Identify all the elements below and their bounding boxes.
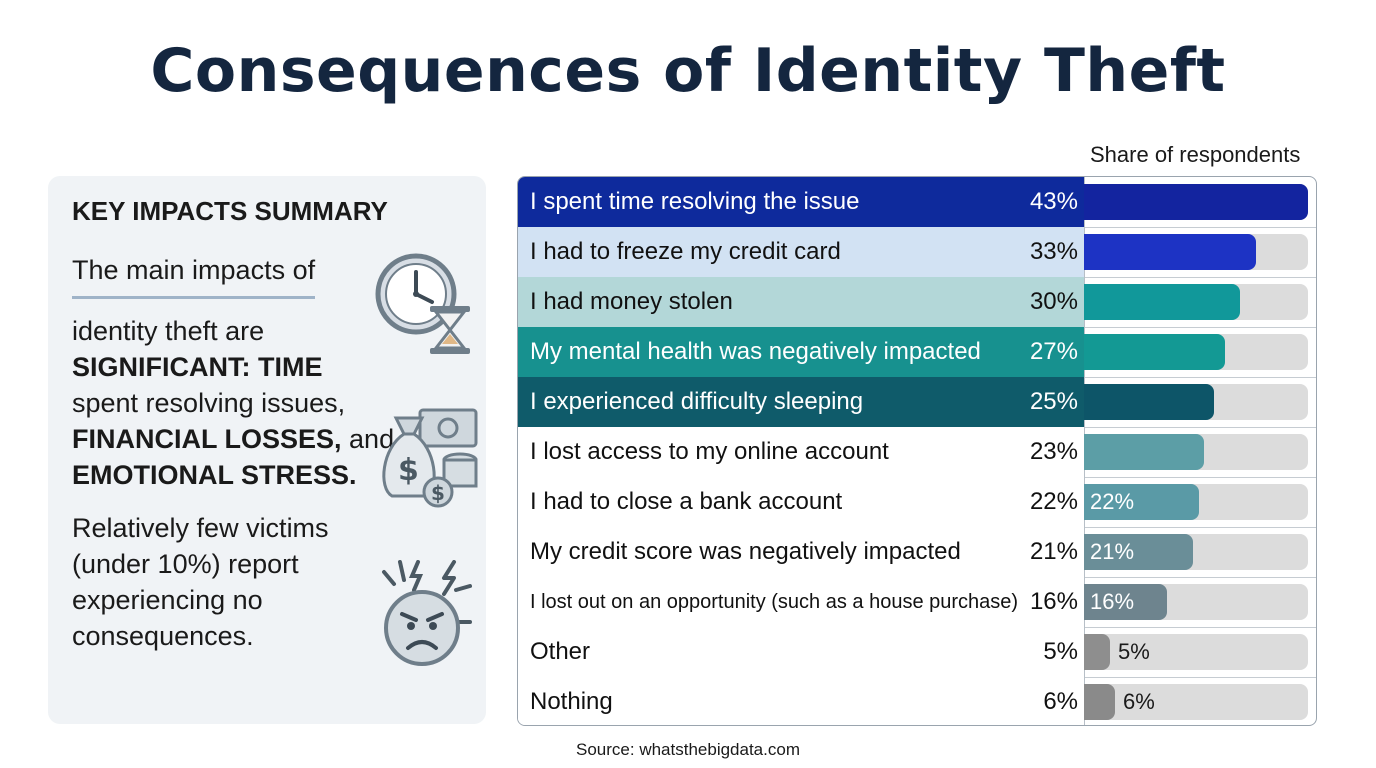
bar-track (1084, 384, 1308, 420)
bar-track: 6% (1084, 684, 1308, 720)
chart-row: I had to freeze my credit card 33% (518, 227, 1316, 278)
category-label: Other (530, 638, 591, 665)
value-label: 30% (1029, 288, 1078, 315)
bar-track: 21% (1084, 534, 1308, 570)
bar (1084, 484, 1199, 520)
value-label: 21% (1029, 538, 1078, 565)
chart-row: Other 5% 5% (518, 627, 1316, 678)
chart-row: I experienced difficulty sleeping 25% (518, 377, 1316, 428)
bar (1084, 384, 1214, 420)
row-label-cell (518, 277, 1084, 327)
chart-row: My credit score was negatively impacted 2… (518, 527, 1316, 578)
row-label-cell (518, 677, 1084, 725)
category-label: Nothing (530, 688, 613, 715)
bar-track: 5% (1084, 634, 1308, 670)
value-label: 43% (1029, 188, 1078, 215)
value-label: 16% (1029, 588, 1078, 615)
value-label: 22% (1029, 488, 1078, 515)
category-label: I had money stolen (530, 288, 733, 315)
value-label: 6% (1043, 688, 1078, 715)
row-label-cell (518, 427, 1084, 477)
money-bag-icon: $ $ (382, 408, 478, 508)
panel-intro-line: The main impacts of (72, 252, 316, 299)
source-note: Source: whatsthebigdata.com (576, 740, 800, 759)
svg-text:$: $ (431, 481, 445, 505)
row-label-cell (518, 227, 1084, 277)
bar-value-label: 22% (1090, 489, 1135, 514)
bar-chart: I spent time resolving the issue 43% I had… (517, 176, 1317, 726)
bar (1084, 234, 1256, 270)
stressed-face-icon (382, 560, 472, 666)
bar-track: 22% (1084, 484, 1308, 520)
panel-line-2: identity theft are (72, 316, 265, 346)
category-label: I experienced difficulty sleeping (530, 388, 864, 415)
panel-summary-text: The main impacts of identity theft are S… (72, 252, 412, 493)
value-label: 25% (1029, 388, 1078, 415)
bar-value-label: 5% (1118, 639, 1150, 664)
category-label: My mental health was negatively impacted (530, 338, 981, 365)
bar (1084, 334, 1225, 370)
page-title: Consequences of Identity Theft (150, 36, 1226, 106)
bar-value-label: 16% (1090, 589, 1135, 614)
bar-value-label: 6% (1123, 689, 1155, 714)
row-label-cell (518, 327, 1084, 377)
category-label: I had to freeze my credit card (530, 238, 841, 265)
bar-track (1084, 234, 1308, 270)
clock-hourglass-icon (375, 253, 470, 354)
value-label: 5% (1043, 638, 1078, 665)
row-label-cell (518, 527, 1084, 577)
row-label-cell (518, 627, 1084, 677)
bar-value-label: 21% (1090, 539, 1135, 564)
panel-bold-financial: FINANCIAL LOSSES, (72, 424, 342, 454)
value-label: 27% (1029, 338, 1078, 365)
category-label: I had to close a bank account (530, 488, 843, 515)
bar-track (1084, 434, 1308, 470)
chart-row: I had money stolen 30% (518, 277, 1316, 328)
value-label: 33% (1029, 238, 1078, 265)
category-label: I spent time resolving the issue (530, 188, 860, 215)
value-label: 23% (1029, 438, 1078, 465)
panel-line-time: spent resolving issues, (72, 388, 346, 418)
category-label: I lost access to my online account (530, 438, 889, 465)
category-label: I lost out on an opportunity (such as a … (530, 591, 1019, 613)
bar-track (1084, 184, 1308, 220)
chart-row: My mental health was negatively impacted… (518, 327, 1316, 378)
bar-track (1084, 334, 1308, 370)
bar (1084, 584, 1167, 620)
chart-row: I had to close a bank account 22% 22% (518, 477, 1316, 528)
bar (1084, 684, 1115, 720)
bar-track: 16% (1084, 584, 1308, 620)
chart-row: I lost out on an opportunity (such as a … (518, 577, 1316, 628)
panel-bold-emotional: EMOTIONAL STRESS. (72, 460, 357, 490)
bar-track (1084, 284, 1308, 320)
bar (1084, 434, 1204, 470)
chart-column-header: Share of respondents (1090, 142, 1301, 167)
bar (1084, 634, 1110, 670)
row-label-cell (518, 177, 1084, 227)
row-label-cell (518, 377, 1084, 427)
key-impacts-panel: KEY IMPACTS SUMMARY The main impacts of … (48, 176, 486, 724)
bar (1084, 184, 1308, 220)
chart-row: I lost access to my online account 23% (518, 427, 1316, 478)
svg-text:$: $ (398, 453, 419, 488)
bar (1084, 284, 1240, 320)
chart-row: I spent time resolving the issue 43% (518, 177, 1316, 228)
chart-row: Nothing 6% 6% (518, 677, 1316, 725)
bar (1084, 534, 1193, 570)
category-label: My credit score was negatively impacted (530, 538, 961, 565)
row-label-cell (518, 477, 1084, 527)
panel-heading: KEY IMPACTS SUMMARY (72, 196, 388, 226)
panel-note-text: Relatively few victims (under 10%) repor… (72, 513, 329, 651)
panel-bold-significant: SIGNIFICANT: TIME (72, 352, 323, 382)
row-label-cell (518, 577, 1084, 627)
panel-and: and (341, 424, 395, 454)
